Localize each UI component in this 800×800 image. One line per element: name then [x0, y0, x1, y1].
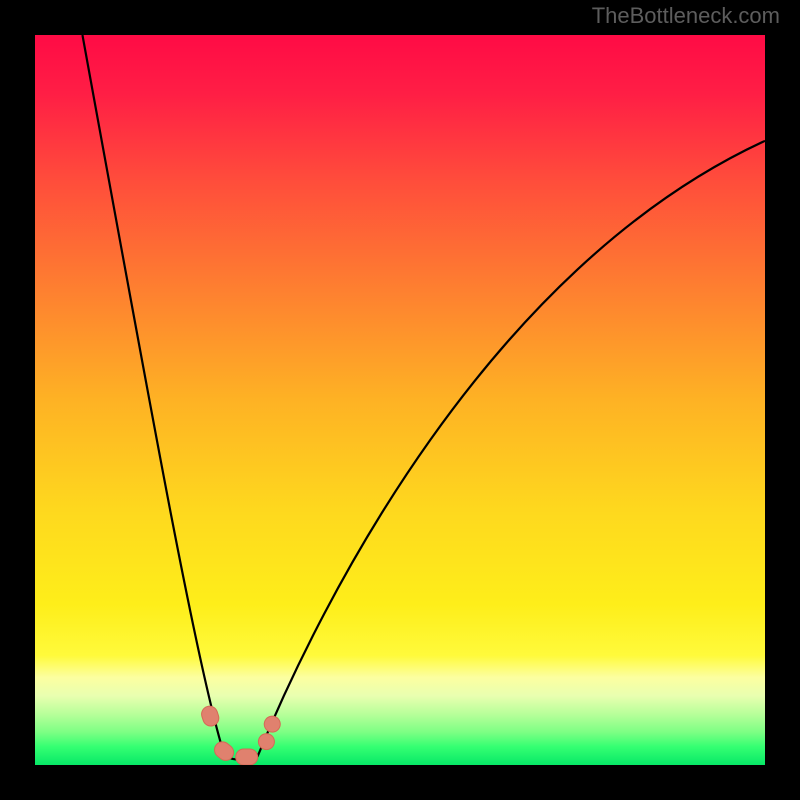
watermark-text: TheBottleneck.com [592, 3, 780, 29]
data-marker [236, 749, 258, 765]
bottleneck-chart [0, 0, 800, 800]
gradient-panel [35, 35, 765, 765]
